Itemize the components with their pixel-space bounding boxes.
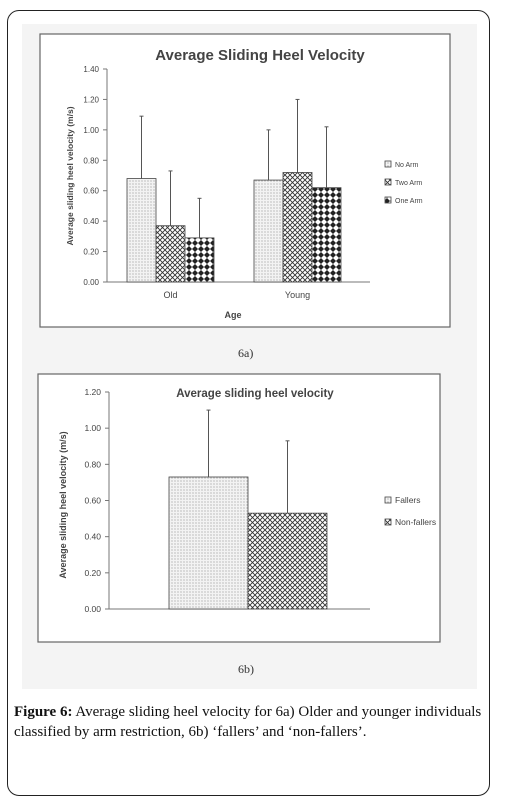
- charta-y-tick-label: 0.80: [83, 156, 99, 165]
- figure-6b-label: 6b): [238, 662, 254, 676]
- chartb-y-axis-label: Average sliding heel velocity (m/s): [58, 431, 68, 578]
- chartb-y-tick-label: 0.40: [84, 532, 101, 542]
- chartb-legend-swatch: [384, 496, 392, 504]
- charta-legend-entry: No Arm: [395, 162, 419, 169]
- chartb-bar-fallers: [168, 476, 249, 610]
- charta-y-tick-label: 1.00: [83, 126, 99, 135]
- charta-x-tick-label: Young: [285, 290, 310, 300]
- chartb-y-tick-label: 1.00: [84, 423, 101, 433]
- charta-x-axis-label: Age: [224, 310, 241, 320]
- chartb-bar-non-fallers: [247, 512, 328, 610]
- chartb-y-tick-label: 0.60: [84, 496, 101, 506]
- charta-bar-one-arm: [184, 237, 215, 283]
- chartb-legend-swatch: [384, 518, 392, 526]
- figure-caption: Figure 6: Average sliding heel velocity …: [14, 702, 482, 742]
- charta-y-tick-label: 0.00: [83, 278, 99, 287]
- chartb-y-tick-label: 0.20: [84, 568, 101, 578]
- figure-6a-label: 6a): [238, 346, 254, 360]
- caption-prefix: Figure 6:: [14, 704, 73, 720]
- charta-y-tick-label: 1.40: [83, 65, 99, 74]
- chartb-y-tick-label: 1.20: [84, 387, 101, 397]
- charta-title: Average Sliding Heel Velocity: [155, 47, 365, 64]
- charta-legend-entry: One Arm: [395, 198, 423, 205]
- charta-bar-two-arm: [282, 172, 313, 283]
- caption-text: Average sliding heel velocity for 6a) Ol…: [14, 704, 482, 740]
- charta-bar-no-arm: [253, 179, 284, 283]
- charta-legend-swatch: [384, 178, 392, 186]
- charta-x-tick-label: Old: [163, 290, 177, 300]
- charta-legend-swatch: [384, 160, 392, 168]
- charta-y-tick-label: 0.40: [83, 217, 99, 226]
- chartb-y-tick-label: 0.80: [84, 459, 101, 469]
- charta-legend-entry: Two Arm: [395, 180, 422, 187]
- charta-legend-swatch: [384, 196, 392, 204]
- charta-y-tick-label: 0.60: [83, 187, 99, 196]
- charta-bar-two-arm: [155, 225, 186, 283]
- charta-bar-no-arm: [126, 178, 157, 283]
- charta-y-tick-label: 1.20: [83, 95, 99, 104]
- charta-y-axis-label: Average sliding heel velocity (m/s): [65, 106, 75, 245]
- charta-bar-one-arm: [311, 187, 342, 283]
- charta-frame: [39, 33, 451, 328]
- chartb-y-tick-label: 0.00: [84, 604, 101, 614]
- chartb-legend-entry: Fallers: [395, 495, 421, 505]
- charta-y-tick-label: 0.20: [83, 248, 99, 257]
- chartb-legend-entry: Non-fallers: [395, 517, 436, 527]
- chartb-title: Average sliding heel velocity: [176, 388, 334, 400]
